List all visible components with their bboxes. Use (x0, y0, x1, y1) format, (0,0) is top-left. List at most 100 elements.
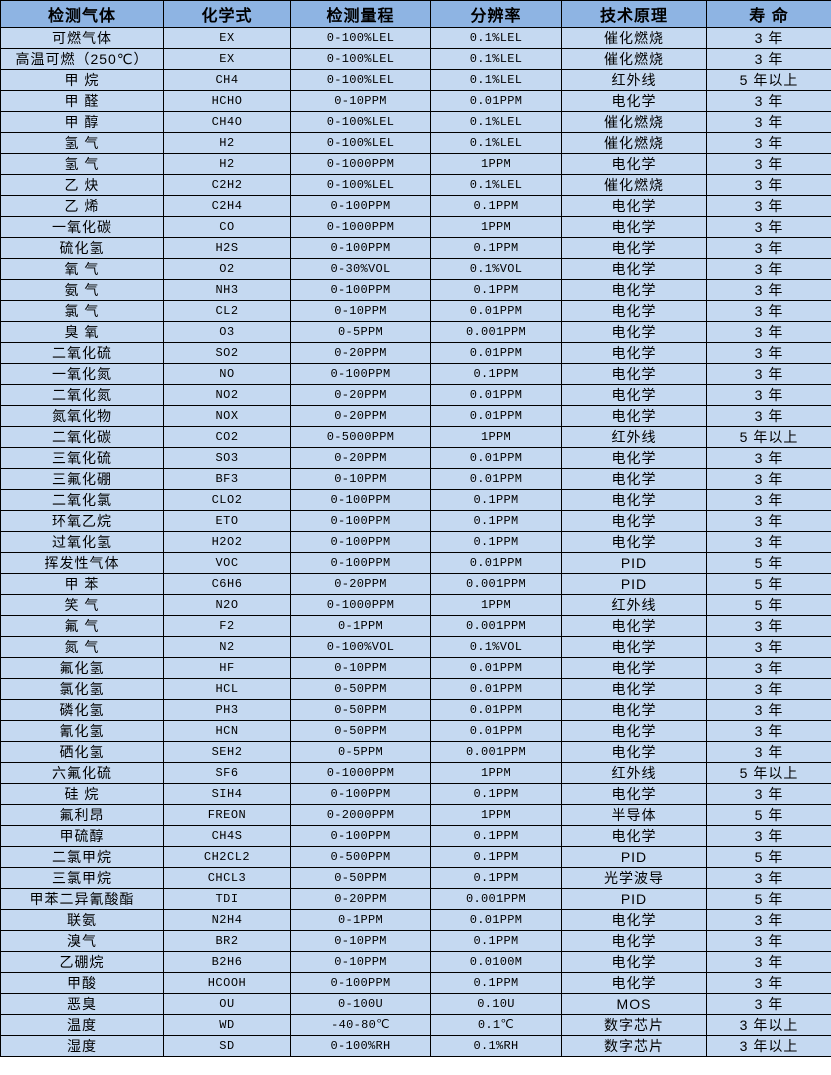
cell-resolution: 0.01PPM (430, 720, 562, 742)
cell-formula: HF (163, 657, 291, 679)
table-row: 二氧化氮 NO2 0-20PPM 0.01PPM 电化学 3 年 (0, 384, 831, 406)
cell-resolution: 0.1PPM (430, 195, 562, 217)
cell-range: 0-5PPM (290, 741, 431, 763)
cell-gas: 甲苯二异氰酸酯 (0, 888, 164, 910)
cell-lifetime: 3 年 (706, 237, 831, 259)
table-row: 二氧化氯 CLO2 0-100PPM 0.1PPM 电化学 3 年 (0, 489, 831, 511)
cell-formula: C2H2 (163, 174, 291, 196)
cell-lifetime: 3 年 (706, 153, 831, 175)
cell-resolution: 0.1%VOL (430, 636, 562, 658)
cell-gas: 六氟化硫 (0, 762, 164, 784)
cell-formula: BF3 (163, 468, 291, 490)
cell-principle: 电化学 (561, 321, 707, 343)
cell-lifetime: 3 年 (706, 951, 831, 973)
cell-range: 0-2000PPM (290, 804, 431, 826)
cell-formula: CO (163, 216, 291, 238)
cell-lifetime: 3 年 (706, 993, 831, 1015)
cell-resolution: 0.1%LEL (430, 48, 562, 70)
cell-resolution: 0.001PPM (430, 741, 562, 763)
cell-principle: 电化学 (561, 258, 707, 280)
cell-range: 0-50PPM (290, 699, 431, 721)
column-header-lifetime: 寿 命 (706, 0, 831, 28)
cell-range: 0-100%LEL (290, 69, 431, 91)
cell-formula: HCOOH (163, 972, 291, 994)
table-row: 硅 烷 SIH4 0-100PPM 0.1PPM 电化学 3 年 (0, 783, 831, 805)
cell-formula: CH4O (163, 111, 291, 133)
table-row: 湿度 SD 0-100%RH 0.1%RH 数字芯片 3 年以上 (0, 1035, 831, 1057)
cell-resolution: 1PPM (430, 153, 562, 175)
cell-lifetime: 5 年以上 (706, 426, 831, 448)
cell-formula: CL2 (163, 300, 291, 322)
cell-resolution: 0.1PPM (430, 825, 562, 847)
cell-lifetime: 3 年 (706, 342, 831, 364)
cell-lifetime: 3 年 (706, 279, 831, 301)
cell-formula: WD (163, 1014, 291, 1036)
column-header-resolution: 分辨率 (430, 0, 562, 28)
cell-lifetime: 3 年 (706, 27, 831, 49)
cell-resolution: 0.1PPM (430, 279, 562, 301)
cell-formula: HCHO (163, 90, 291, 112)
cell-principle: 电化学 (561, 657, 707, 679)
cell-range: 0-1000PPM (290, 216, 431, 238)
cell-principle: PID (561, 846, 707, 868)
cell-resolution: 0.1PPM (430, 972, 562, 994)
table-row: 甲 醛 HCHO 0-10PPM 0.01PPM 电化学 3 年 (0, 90, 831, 112)
cell-resolution: 0.01PPM (430, 909, 562, 931)
cell-gas: 氯化氢 (0, 678, 164, 700)
cell-formula: ETO (163, 510, 291, 532)
table-row: 六氟化硫 SF6 0-1000PPM 1PPM 红外线 5 年以上 (0, 762, 831, 784)
cell-gas: 甲 醇 (0, 111, 164, 133)
cell-gas: 二氧化氯 (0, 489, 164, 511)
cell-gas: 过氧化氢 (0, 531, 164, 553)
cell-resolution: 0.1PPM (430, 531, 562, 553)
cell-principle: 电化学 (561, 279, 707, 301)
column-header-principle: 技术原理 (561, 0, 707, 28)
cell-principle: PID (561, 888, 707, 910)
cell-lifetime: 3 年 (706, 678, 831, 700)
cell-lifetime: 3 年 (706, 111, 831, 133)
cell-resolution: 0.01PPM (430, 468, 562, 490)
cell-range: 0-1000PPM (290, 762, 431, 784)
cell-range: 0-100%LEL (290, 132, 431, 154)
cell-lifetime: 3 年 (706, 531, 831, 553)
cell-range: 0-20PPM (290, 342, 431, 364)
cell-formula: H2S (163, 237, 291, 259)
cell-formula: NO2 (163, 384, 291, 406)
cell-resolution: 1PPM (430, 762, 562, 784)
cell-principle: 电化学 (561, 699, 707, 721)
cell-formula: CO2 (163, 426, 291, 448)
cell-range: 0-100%LEL (290, 111, 431, 133)
cell-gas: 温度 (0, 1014, 164, 1036)
cell-principle: MOS (561, 993, 707, 1015)
cell-principle: 电化学 (561, 342, 707, 364)
cell-principle: 催化燃烧 (561, 48, 707, 70)
cell-principle: 电化学 (561, 783, 707, 805)
cell-resolution: 1PPM (430, 804, 562, 826)
table-row: 甲 烷 CH4 0-100%LEL 0.1%LEL 红外线 5 年以上 (0, 69, 831, 91)
cell-formula: CH4 (163, 69, 291, 91)
cell-lifetime: 3 年 (706, 132, 831, 154)
table-row: 氢 气 H2 0-1000PPM 1PPM 电化学 3 年 (0, 153, 831, 175)
cell-formula: H2 (163, 132, 291, 154)
cell-resolution: 0.001PPM (430, 321, 562, 343)
cell-formula: SEH2 (163, 741, 291, 763)
cell-principle: 电化学 (561, 405, 707, 427)
cell-principle: 电化学 (561, 930, 707, 952)
table-row: 三氟化硼 BF3 0-10PPM 0.01PPM 电化学 3 年 (0, 468, 831, 490)
cell-resolution: 0.1%VOL (430, 258, 562, 280)
cell-principle: 光学波导 (561, 867, 707, 889)
cell-lifetime: 3 年 (706, 321, 831, 343)
cell-gas: 硅 烷 (0, 783, 164, 805)
cell-lifetime: 3 年 (706, 510, 831, 532)
cell-lifetime: 3 年 (706, 90, 831, 112)
cell-gas: 氰化氢 (0, 720, 164, 742)
cell-principle: 电化学 (561, 510, 707, 532)
header-row: 检测气体 化学式 检测量程 分辨率 技术原理 寿 命 (0, 0, 831, 28)
cell-range: 0-10PPM (290, 90, 431, 112)
cell-formula: B2H6 (163, 951, 291, 973)
cell-principle: 催化燃烧 (561, 174, 707, 196)
cell-principle: 红外线 (561, 762, 707, 784)
cell-range: 0-1000PPM (290, 153, 431, 175)
cell-formula: SO2 (163, 342, 291, 364)
cell-principle: 催化燃烧 (561, 27, 707, 49)
